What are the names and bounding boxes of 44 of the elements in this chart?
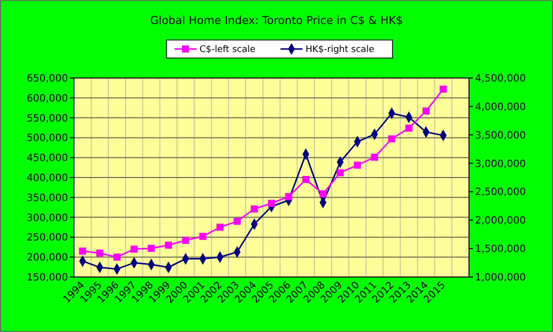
legend-label: C$-left scale xyxy=(200,45,256,56)
point xyxy=(302,176,310,184)
point xyxy=(250,205,258,212)
point xyxy=(319,190,327,198)
point xyxy=(268,200,276,207)
y-tick-label: 600,000 xyxy=(26,93,68,104)
y-tick-label: 350,000 xyxy=(26,192,68,204)
y2-tick-label: 2,500,000 xyxy=(475,187,526,198)
y2-tick-label: 3,000,000 xyxy=(475,158,526,170)
y2-tick-label: 3,500,000 xyxy=(475,130,526,142)
y-tick-label: 200,000 xyxy=(26,252,68,264)
y2-tick-label: 2,000,000 xyxy=(475,216,526,227)
y-tick-label: 650,000 xyxy=(26,74,68,84)
y2-tick-label: 1,000,000 xyxy=(475,272,526,284)
point xyxy=(130,246,138,253)
y-tick-label: 550,000 xyxy=(26,113,68,124)
y2-tick-label: 4,000,000 xyxy=(475,102,526,113)
legend-label: HK$-right scale xyxy=(306,45,375,56)
point xyxy=(388,135,396,142)
point xyxy=(371,154,378,161)
point xyxy=(96,250,104,257)
y-tick-label: 250,000 xyxy=(26,232,68,244)
y-tick-label: 400,000 xyxy=(26,173,68,184)
point xyxy=(234,218,241,225)
point xyxy=(182,236,190,244)
chart-title: Global Home Index: Toronto Price in C$ & HK$ xyxy=(150,14,403,27)
point xyxy=(354,162,361,169)
y-tick-label: 450,000 xyxy=(26,153,68,164)
point xyxy=(285,193,292,200)
point xyxy=(199,232,206,240)
y-tick-label: 150,000 xyxy=(26,272,68,284)
point xyxy=(216,224,224,231)
y2-tick-label: 4,500,000 xyxy=(475,74,526,84)
point xyxy=(113,254,120,261)
point xyxy=(440,86,447,93)
point xyxy=(79,248,86,255)
point xyxy=(336,169,344,176)
y-tick-label: 300,000 xyxy=(26,212,68,224)
y-tick-label: 500,000 xyxy=(26,133,68,144)
point xyxy=(148,244,155,252)
y2-tick-label: 1,500,000 xyxy=(475,244,526,256)
point xyxy=(164,242,172,249)
point xyxy=(422,108,430,115)
point xyxy=(405,124,412,132)
